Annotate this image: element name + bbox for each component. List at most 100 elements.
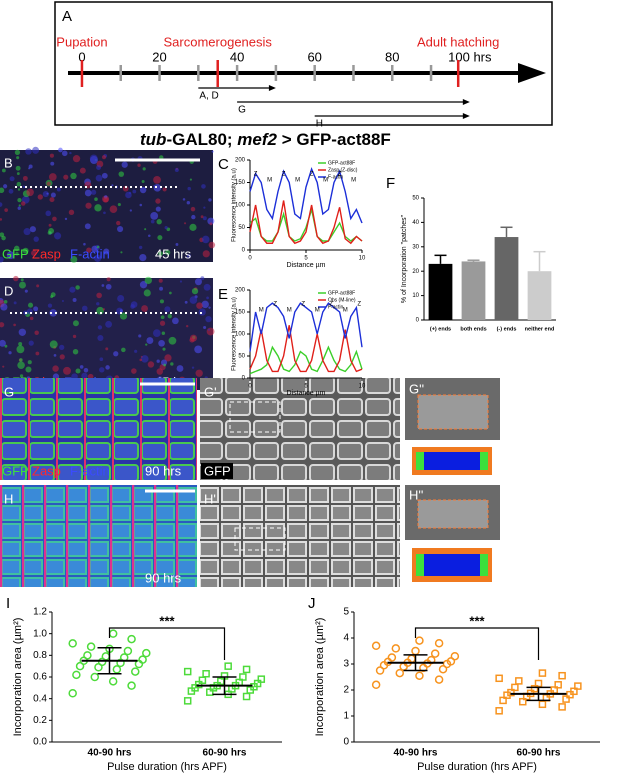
label-bg bbox=[201, 463, 233, 479]
texture-dot bbox=[163, 363, 167, 367]
data-point bbox=[434, 638, 444, 648]
texture-dot bbox=[63, 174, 69, 180]
texture-dot bbox=[111, 184, 114, 187]
texture-dot bbox=[35, 351, 40, 356]
texture-dot bbox=[20, 278, 24, 282]
series-line bbox=[249, 325, 363, 373]
texture-dot bbox=[141, 179, 145, 183]
micrograph bbox=[200, 485, 400, 587]
texture-dot bbox=[59, 344, 65, 351]
texture-dot bbox=[19, 358, 23, 362]
texture-dot bbox=[70, 172, 77, 180]
data-point bbox=[387, 653, 397, 662]
texture-dot bbox=[159, 320, 166, 326]
data-point bbox=[570, 687, 578, 696]
texture-dot bbox=[49, 340, 58, 349]
texture-dot bbox=[15, 252, 19, 256]
series-line bbox=[249, 166, 363, 224]
texture-dot bbox=[131, 368, 137, 374]
y-tick-label: 0.0 bbox=[33, 737, 47, 748]
texture-dot bbox=[103, 196, 109, 203]
bar bbox=[527, 271, 552, 320]
timeline-tick-label: 20 bbox=[152, 49, 166, 64]
texture-dot bbox=[29, 226, 36, 233]
texture-dot bbox=[142, 167, 146, 171]
series-line bbox=[249, 345, 363, 375]
data-point bbox=[127, 681, 136, 690]
texture-dot bbox=[172, 317, 179, 325]
data-point bbox=[507, 688, 515, 697]
texture-dot bbox=[196, 302, 203, 309]
timeline: 0 20 40 60 80 100 hrs Pupation Sarcomerogenesis… bbox=[56, 34, 499, 129]
x-tick-label: 0 bbox=[248, 384, 252, 390]
texture-dot bbox=[160, 315, 165, 320]
annotation: Z bbox=[301, 302, 305, 308]
texture-dot bbox=[200, 215, 204, 219]
bar bbox=[494, 237, 519, 320]
x-tick-label: 5 bbox=[304, 384, 308, 390]
y-tick-label: 150 bbox=[235, 310, 246, 316]
texture-dot bbox=[138, 245, 143, 250]
texture-dot bbox=[13, 323, 16, 327]
data-point bbox=[391, 644, 401, 653]
texture-dot bbox=[157, 235, 163, 241]
texture-dot bbox=[49, 197, 55, 203]
texture-dot bbox=[50, 161, 55, 166]
y-axis-label: % of Incorporation "patches" bbox=[401, 214, 408, 303]
texture-dot bbox=[144, 276, 152, 285]
texture-dot bbox=[18, 328, 27, 336]
texture-dot bbox=[0, 202, 3, 207]
texture-dot bbox=[207, 328, 211, 331]
channel-label: Zasp bbox=[32, 463, 61, 478]
texture-dot bbox=[167, 314, 172, 319]
channel-label: GFP bbox=[204, 463, 231, 478]
annotation: Z bbox=[329, 302, 333, 308]
texture-dot bbox=[139, 203, 143, 207]
data-point bbox=[438, 664, 448, 674]
texture-dot bbox=[139, 186, 147, 194]
significance-bracket bbox=[414, 627, 540, 660]
texture-dot bbox=[146, 337, 154, 345]
pulse-arrowhead bbox=[462, 99, 470, 105]
data-point bbox=[101, 652, 111, 661]
texture-dot bbox=[64, 217, 68, 221]
genotype-part: tub bbox=[140, 130, 166, 149]
annotation: Z bbox=[273, 302, 277, 308]
texture-dot bbox=[93, 254, 102, 262]
texture-dot bbox=[122, 185, 129, 192]
y-axis-label: Fluorescence intensity (a.u) bbox=[232, 297, 238, 371]
annotation: M bbox=[343, 308, 348, 314]
texture-dot bbox=[23, 228, 31, 236]
texture-dot bbox=[20, 201, 26, 206]
texture-dot bbox=[3, 184, 8, 189]
texture-dot bbox=[97, 334, 104, 342]
y-tick-label: 0 bbox=[343, 737, 349, 748]
texture-dot bbox=[22, 185, 26, 189]
y-tick-label: 1.2 bbox=[33, 607, 47, 618]
series-line bbox=[249, 302, 363, 352]
y-axis-label: Incorporation area (µm²) bbox=[12, 618, 24, 737]
legend-label: Zasp (Z-disc) bbox=[328, 167, 358, 173]
zoom-cell bbox=[417, 394, 489, 430]
texture-dot bbox=[91, 189, 97, 195]
texture-dot bbox=[27, 302, 34, 308]
time-label: 90 hrs bbox=[145, 570, 182, 585]
texture-dot bbox=[105, 283, 112, 290]
texture-dot bbox=[201, 184, 206, 189]
texture-dot bbox=[162, 347, 166, 351]
micrograph bbox=[0, 378, 197, 480]
texture-dot bbox=[95, 174, 103, 182]
texture-dot bbox=[16, 345, 25, 354]
pulse-arrowhead bbox=[268, 85, 276, 91]
pulse-label: A, D bbox=[199, 91, 218, 102]
time-label: 45 hrs bbox=[155, 246, 192, 261]
texture-dot bbox=[52, 216, 57, 222]
panel-label: A bbox=[62, 8, 72, 25]
texture-dot bbox=[45, 210, 52, 217]
panel-label: G'' bbox=[409, 381, 424, 396]
texture-dot bbox=[17, 206, 21, 210]
texture-dot bbox=[50, 192, 56, 198]
genotype: tub-GAL80; mef2 > GFP-act88F bbox=[140, 130, 391, 149]
data-point bbox=[538, 669, 547, 677]
texture-dot bbox=[141, 355, 149, 363]
